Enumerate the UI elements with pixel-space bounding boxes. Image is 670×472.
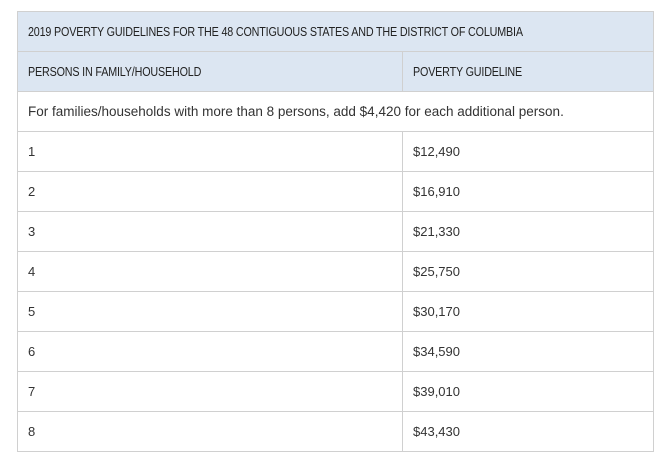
guideline-cell: $34,590: [402, 331, 654, 372]
table-title-row: 2019 POVERTY GUIDELINES FOR THE 48 CONTI…: [17, 11, 654, 52]
guideline-cell: $43,430: [402, 411, 654, 452]
guideline-cell: $25,750: [402, 251, 654, 292]
persons-cell: 4: [17, 251, 403, 292]
table-row: 3 $21,330: [17, 211, 654, 252]
persons-cell: 6: [17, 331, 403, 372]
persons-cell: 5: [17, 291, 403, 332]
table-title: 2019 POVERTY GUIDELINES FOR THE 48 CONTI…: [28, 24, 523, 39]
guideline-cell: $12,490: [402, 131, 654, 172]
table-row: 8 $43,430: [17, 411, 654, 452]
guideline-cell: $21,330: [402, 211, 654, 252]
table-row: 4 $25,750: [17, 251, 654, 292]
persons-cell: 2: [17, 171, 403, 212]
persons-cell: 7: [17, 371, 403, 412]
table-row: 5 $30,170: [17, 291, 654, 332]
header-persons-cell: PERSONS IN FAMILY/HOUSEHOLD: [17, 51, 403, 92]
guideline-cell: $30,170: [402, 291, 654, 332]
guideline-cell: $16,910: [402, 171, 654, 212]
table-row: 1 $12,490: [17, 131, 654, 172]
header-persons: PERSONS IN FAMILY/HOUSEHOLD: [28, 64, 202, 79]
poverty-guidelines-table: 2019 POVERTY GUIDELINES FOR THE 48 CONTI…: [17, 11, 654, 452]
persons-cell: 3: [17, 211, 403, 252]
table-note-row: For families/households with more than 8…: [17, 91, 654, 132]
table-title-cell: 2019 POVERTY GUIDELINES FOR THE 48 CONTI…: [17, 11, 654, 52]
persons-cell: 8: [17, 411, 403, 452]
persons-cell: 1: [17, 131, 403, 172]
guideline-cell: $39,010: [402, 371, 654, 412]
table-header-row: PERSONS IN FAMILY/HOUSEHOLD POVERTY GUID…: [17, 51, 654, 92]
table-note: For families/households with more than 8…: [17, 91, 654, 132]
header-guideline-cell: POVERTY GUIDELINE: [402, 51, 654, 92]
header-guideline: POVERTY GUIDELINE: [413, 64, 522, 79]
table-row: 7 $39,010: [17, 371, 654, 412]
table-row: 2 $16,910: [17, 171, 654, 212]
table-row: 6 $34,590: [17, 331, 654, 372]
